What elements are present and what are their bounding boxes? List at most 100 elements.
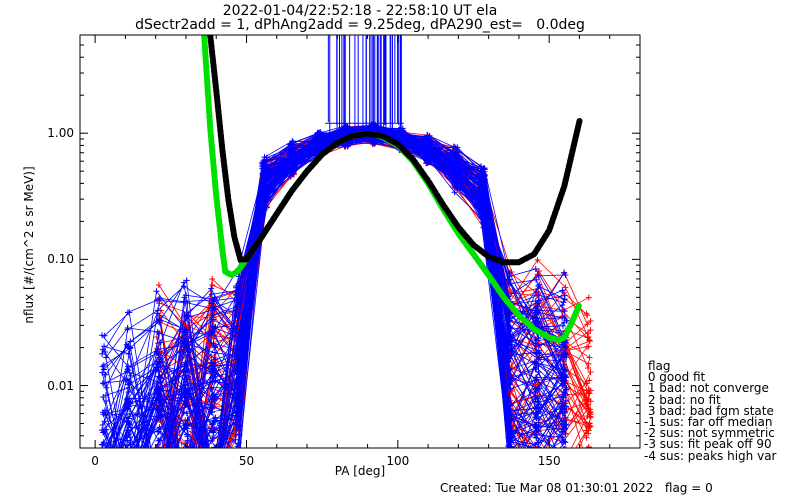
trace-marker (100, 478, 106, 484)
trace-marker (233, 303, 240, 310)
trace-marker (156, 485, 162, 491)
trace-marker (99, 487, 105, 493)
trace-marker (183, 359, 190, 366)
trace-marker (208, 487, 214, 493)
trace-marker (535, 428, 542, 435)
trace-marker (587, 398, 594, 405)
trace-marker (185, 478, 191, 484)
trace-marker (507, 452, 513, 458)
trace-marker (586, 337, 593, 344)
trace-marker (154, 483, 160, 489)
trace-marker (587, 408, 594, 415)
trace-marker (126, 484, 132, 490)
trace-marker (232, 343, 239, 350)
fit-curve-2 (207, 35, 583, 266)
trace-marker (99, 441, 106, 448)
trace-marker (532, 398, 539, 405)
trace-marker (209, 482, 215, 488)
trace-marker (182, 487, 188, 493)
trace-marker (236, 356, 243, 363)
trace-marker (155, 487, 161, 493)
x-tick-label: 100 (386, 454, 410, 468)
legend-entry: 0 good fit (644, 370, 706, 385)
trace-marker (155, 281, 162, 288)
trace-marker (182, 484, 188, 490)
trace-marker (123, 341, 130, 348)
trace-line (120, 125, 565, 448)
trace-marker (154, 487, 160, 493)
trace-marker (587, 445, 589, 448)
trace-marker (210, 486, 216, 492)
trace-marker (124, 401, 131, 408)
trace-marker (154, 328, 161, 335)
x-tick-label: 50 (238, 454, 255, 468)
trace-marker (531, 358, 538, 365)
trace-marker (506, 314, 513, 321)
trace-marker (156, 330, 163, 337)
trace-marker (506, 331, 513, 338)
trace-marker (183, 487, 189, 493)
plot-frame (79, 34, 641, 449)
trace-marker (212, 481, 218, 487)
trace-marker (233, 376, 240, 383)
trace-marker (101, 487, 107, 493)
trace-marker (452, 172, 459, 179)
trace-marker (210, 487, 216, 493)
trace-marker (508, 463, 514, 469)
trace-marker (235, 423, 242, 430)
trace-marker (259, 163, 266, 170)
trace-marker (184, 485, 190, 491)
trace-marker (233, 351, 240, 358)
trace-marker (156, 487, 162, 493)
trace-marker (181, 487, 187, 493)
trace-marker (101, 487, 107, 493)
trace-marker (212, 487, 218, 493)
trace-marker (560, 299, 567, 306)
trace-marker (210, 428, 217, 435)
trace-marker (154, 487, 160, 493)
trace-marker (123, 487, 129, 493)
trace-marker (210, 478, 216, 484)
trace-marker (156, 487, 162, 493)
trace-marker (103, 487, 109, 493)
trace-marker (451, 143, 458, 150)
trace-marker (263, 183, 270, 190)
trace-marker (209, 487, 215, 493)
legend-entry: 1 bad: not converge (644, 381, 769, 396)
trace-marker (561, 308, 568, 315)
trace-marker (561, 460, 567, 466)
trace-marker (535, 409, 542, 416)
trace-marker (126, 384, 133, 391)
trace-marker (126, 487, 132, 493)
trace-marker (183, 480, 189, 486)
trace-marker (562, 284, 569, 291)
trace-marker (127, 478, 133, 484)
trace-marker (185, 487, 191, 493)
trace-marker (124, 366, 131, 373)
trace-marker (562, 386, 569, 393)
trace-marker (584, 412, 591, 419)
trace-marker (532, 265, 539, 272)
x-axis-label: PA [deg] (334, 464, 386, 478)
trace-marker (124, 480, 130, 486)
trace-marker (183, 422, 190, 429)
trace-marker (534, 256, 541, 263)
trace-marker (212, 482, 218, 488)
trace-marker (535, 297, 542, 304)
trace-marker (212, 356, 219, 363)
trace-marker (561, 319, 568, 326)
trace-marker (102, 487, 108, 493)
trace-marker (564, 463, 570, 469)
trace-marker (182, 483, 188, 489)
trace-marker (233, 326, 240, 333)
trace-marker (289, 137, 296, 144)
trace-marker (154, 481, 160, 487)
trace-marker (560, 307, 567, 314)
x-tick-label: 150 (537, 454, 561, 468)
trace-marker (209, 275, 216, 282)
trace-marker (183, 410, 190, 417)
trace-marker (584, 454, 590, 460)
trace-marker (289, 167, 296, 174)
trace-marker (184, 484, 190, 490)
trace-marker (318, 133, 325, 140)
